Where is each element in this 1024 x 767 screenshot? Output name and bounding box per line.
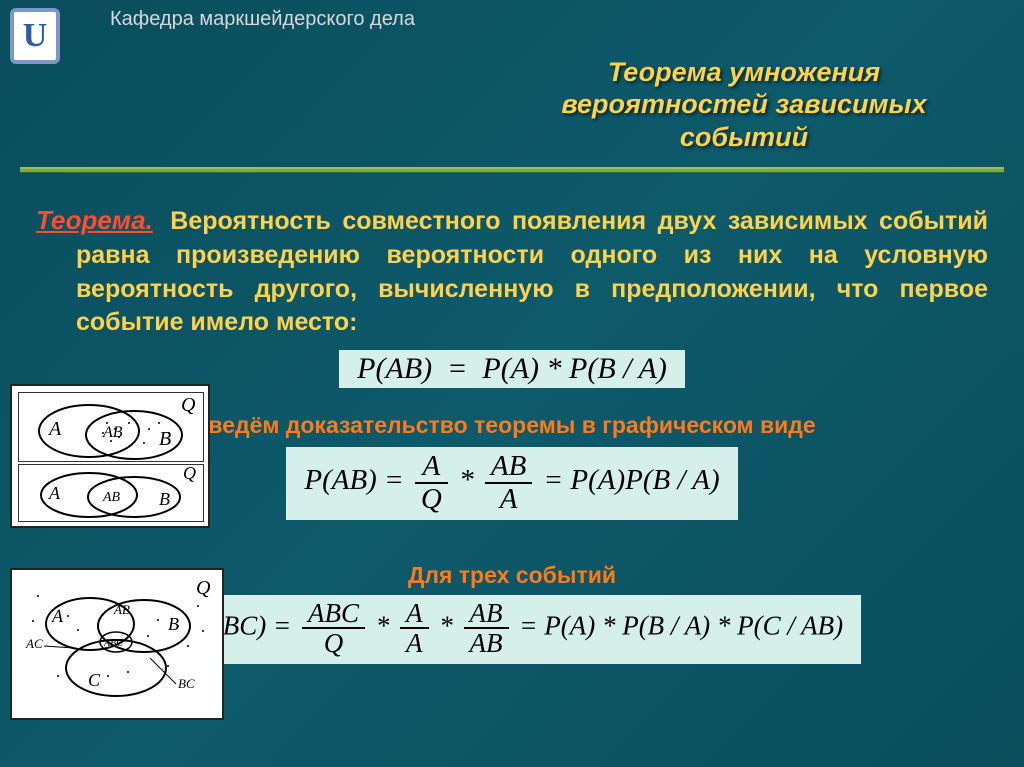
venn-diagram-two-sets: A AB B Q A AB B Q <box>10 384 210 528</box>
svg-text:Q: Q <box>196 577 211 599</box>
theorem-paragraph: Теорема. Вероятность совместного появлен… <box>36 203 988 340</box>
svg-text:B: B <box>159 489 170 509</box>
f3-den3: AB <box>464 629 509 657</box>
f3-mid1: * <box>376 611 390 641</box>
svg-text:A: A <box>47 418 62 440</box>
theorem-body: Вероятность совместного появления двух з… <box>76 207 988 336</box>
svg-text:B: B <box>159 428 171 450</box>
title-line-3: событий <box>680 122 808 152</box>
header-row: U Кафедра маркшейдерского дела <box>0 0 1024 64</box>
f2-mid1: * <box>459 464 474 496</box>
f3-num2: A <box>400 599 429 629</box>
svg-text:AB: AB <box>113 602 130 617</box>
department-label: Кафедра маркшейдерского дела <box>110 8 1014 31</box>
f3-num3: AB <box>464 599 509 629</box>
svg-text:Q: Q <box>183 465 196 483</box>
svg-text:C: C <box>88 670 101 690</box>
venn-svg-bottom: A AB B Q <box>19 465 205 523</box>
svg-text:ABC: ABC <box>103 638 123 649</box>
svg-text:AB: AB <box>102 490 121 505</box>
f3-den1: Q <box>302 629 365 657</box>
f2-den1: Q <box>415 484 448 514</box>
title-line-2: вероятностей зависимых <box>561 89 926 119</box>
svg-text:A: A <box>51 606 64 626</box>
f2-num2: AB <box>485 451 532 483</box>
svg-text:Q: Q <box>181 394 196 416</box>
slide-title: Теорема умножения вероятностей зависимых… <box>504 56 984 153</box>
venn-diagram-three-sets: A B C AB AC BC ABC Q <box>10 568 224 720</box>
logo: U <box>10 8 60 64</box>
f2-num1: A <box>415 451 448 483</box>
f2-den2: A <box>485 484 532 514</box>
theorem-label: Теорема. <box>36 205 153 235</box>
formula-main-row: P(AB) = P(A) * P(B / A) <box>36 344 988 388</box>
svg-text:A: A <box>48 483 61 503</box>
formula-2: P(AB) = AQ * ABA = P(A)P(B / A) <box>286 447 737 520</box>
formula-main: P(AB) = P(A) * P(B / A) <box>339 350 685 388</box>
f3-num1: ABC <box>302 599 365 629</box>
venn-svg-top: A AB B Q <box>19 393 205 463</box>
f3-mid2: * <box>439 611 453 641</box>
f2-rhs: = P(A)P(B / A) <box>544 464 720 496</box>
title-line-1: Теорема умножения <box>608 57 880 87</box>
f3-rhs: = P(A) * P(B / A) * P(C / AB) <box>519 611 843 641</box>
f2-lhs: P(AB) = <box>304 464 403 496</box>
svg-text:BC: BC <box>178 676 195 691</box>
venn3-svg: A B C AB AC BC ABC Q <box>18 576 218 716</box>
formula-3: P(ABC) = ABCQ * AA * ABAB = P(A) * P(B /… <box>163 595 861 664</box>
f3-den2: A <box>400 629 429 657</box>
svg-text:AB: AB <box>102 424 123 441</box>
svg-text:B: B <box>168 614 179 634</box>
svg-text:AC: AC <box>25 636 43 651</box>
